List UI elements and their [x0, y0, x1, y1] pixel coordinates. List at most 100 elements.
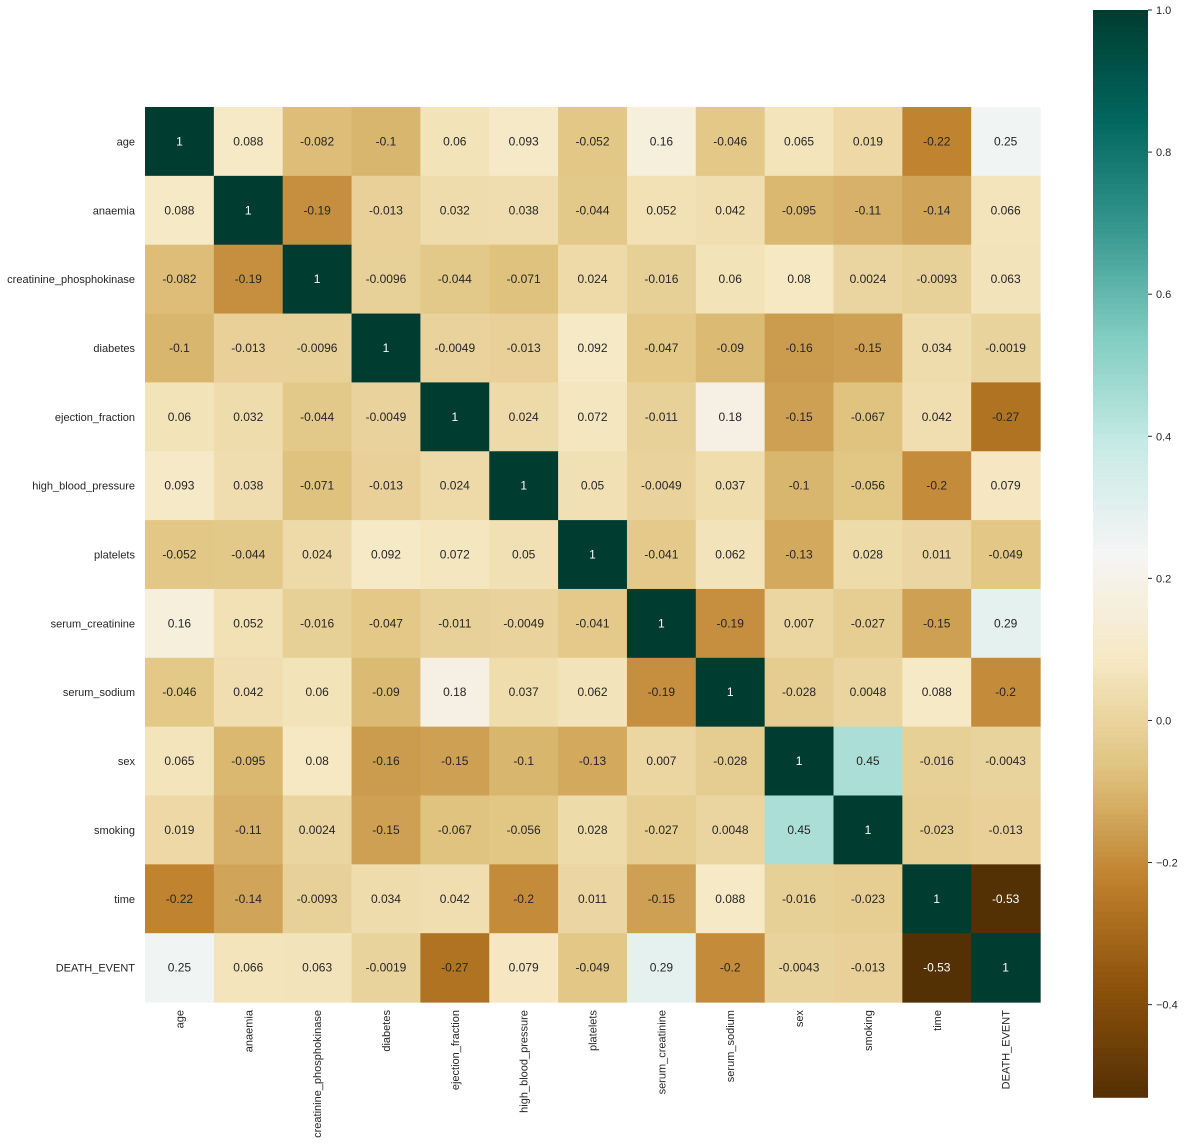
heatmap-cell-smoking-high-blood-pressure: [489, 795, 559, 865]
cell-value-label: -0.016: [782, 892, 816, 906]
colorbar-segment: [1093, 341, 1148, 348]
cell-value-label: 0.052: [233, 616, 263, 630]
colorbar-tick-label: −0.4: [1156, 1000, 1178, 1012]
cell-value-label: 0.25: [168, 961, 192, 975]
colorbar-segment: [1093, 254, 1148, 261]
colorbar: −0.4 −0.2 0.0 0.2 0.4 0.6 0.8 1.0: [1093, 5, 1178, 1098]
heatmap-cell-age-serum-sodium: [695, 107, 766, 177]
cell-value-label: -0.082: [300, 134, 334, 148]
x-tick-label-serum-creatinine: serum_creatinine: [656, 1010, 668, 1094]
heatmap-cell-creatinine-phosphokinase-time: [902, 244, 972, 315]
heatmap-cell-high-blood-pressure-ejection-fraction: [420, 451, 490, 521]
cell-value-label: -0.0049: [641, 479, 682, 493]
cell-value-label: 0.072: [578, 410, 608, 424]
heatmap-cell-serum-sodium-death-event: [971, 657, 1041, 728]
colorbar-segment: [1093, 591, 1148, 598]
cell-value-label: 0.052: [646, 203, 676, 217]
colorbar-segment: [1093, 966, 1148, 973]
cell-value-label: -0.2: [926, 479, 947, 493]
cell-value-label: 0.18: [719, 410, 743, 424]
heatmap-cell-creatinine-phosphokinase-death-event: [971, 244, 1041, 315]
colorbar-segment: [1093, 401, 1148, 408]
cell-value-label: 0.08: [305, 754, 329, 768]
cell-value-label: 0.019: [853, 134, 883, 148]
cell-value-label: -0.067: [438, 823, 472, 837]
heatmap-cell-high-blood-pressure-diabetes: [351, 451, 421, 521]
cell-value-label: 0.032: [233, 410, 263, 424]
colorbar-segment: [1093, 977, 1148, 984]
colorbar-segment: [1093, 760, 1148, 767]
cell-value-label: -0.095: [231, 754, 265, 768]
cell-value-label: 0.037: [509, 685, 539, 699]
colorbar-segment: [1093, 194, 1148, 202]
colorbar-segment: [1093, 482, 1148, 490]
heatmap-cell-high-blood-pressure-serum-creatinine: [626, 451, 697, 521]
heatmap-cell-age-high-blood-pressure: [489, 107, 559, 177]
colorbar-segment: [1093, 64, 1148, 71]
cell-value-label: 1: [727, 685, 734, 699]
cell-value-label: 1: [865, 823, 872, 837]
cell-value-label: -0.067: [851, 410, 885, 424]
cell-value-label: -0.011: [645, 410, 678, 424]
x-tick-label-anaemia: anaemia: [243, 1009, 255, 1052]
cell-value-label: 0.29: [994, 616, 1018, 630]
cell-value-label: 0.011: [922, 548, 951, 562]
colorbar-segment: [1093, 689, 1148, 696]
heatmap-cell-anaemia-diabetes: [351, 175, 421, 246]
heatmap-cell-creatinine-phosphokinase-smoking: [833, 244, 903, 315]
colorbar-segment: [1093, 504, 1148, 511]
cell-value-label: -0.22: [166, 892, 194, 906]
heatmap-cell-age-creatinine-phosphokinase: [282, 107, 353, 177]
colorbar-segment: [1093, 1058, 1148, 1066]
colorbar-segment: [1093, 406, 1148, 413]
colorbar-segment: [1093, 156, 1148, 163]
colorbar-segment: [1093, 537, 1148, 544]
cell-value-label: 0.05: [581, 479, 605, 493]
heatmap-cell-death-event-creatinine-phosphokinase: [282, 933, 353, 1003]
colorbar-segment: [1093, 558, 1148, 566]
colorbar-segment: [1093, 314, 1148, 321]
colorbar-segment: [1093, 145, 1148, 153]
colorbar-tick-label: 0.4: [1156, 431, 1171, 443]
colorbar-segment: [1093, 173, 1148, 180]
colorbar-segment: [1093, 346, 1148, 354]
cell-value-label: 0.024: [302, 548, 332, 562]
x-tick-label-diabetes: diabetes: [381, 1010, 393, 1052]
cell-value-label: -0.0093: [916, 272, 957, 286]
heatmap-cell-serum-creatinine-time: [902, 588, 972, 659]
x-tick-label-time: time: [932, 1010, 944, 1031]
cell-value-label: 0.06: [168, 410, 192, 424]
cell-value-label: -0.14: [923, 203, 951, 217]
heatmap-cell-ejection-fraction-sex: [764, 382, 835, 452]
heatmap-cell-high-blood-pressure-smoking: [833, 451, 903, 521]
cell-value-label: -0.047: [644, 341, 678, 355]
colorbar-segment: [1093, 765, 1148, 772]
colorbar-segment: [1093, 939, 1148, 946]
cell-value-label: 0.038: [509, 203, 539, 217]
heatmap-cell-creatinine-phosphokinase-age: [145, 244, 215, 315]
heatmap-cell-ejection-fraction-creatinine-phosphokinase: [282, 382, 353, 452]
colorbar-segment: [1093, 999, 1148, 1006]
colorbar-segment: [1093, 863, 1148, 870]
colorbar-segment: [1093, 10, 1148, 17]
heatmap-cell-serum-sodium-age: [145, 657, 215, 728]
heatmap-cell-diabetes-ejection-fraction: [420, 313, 490, 383]
cell-value-label: -0.046: [713, 134, 747, 148]
heatmap-cell-serum-creatinine-sex: [764, 588, 835, 659]
heatmap-cell-serum-creatinine-serum-sodium: [695, 588, 766, 659]
colorbar-segment: [1093, 53, 1148, 60]
cell-value-label: -0.049: [576, 961, 610, 975]
colorbar-segment: [1093, 471, 1148, 479]
heatmap-cell-platelets-anaemia: [213, 520, 284, 590]
heatmap-cell-time-creatinine-phosphokinase: [282, 864, 353, 934]
colorbar-segment: [1093, 292, 1148, 299]
colorbar-segment: [1093, 265, 1148, 272]
heatmap-cell-creatinine-phosphokinase-ejection-fraction: [420, 244, 490, 315]
cell-value-label: -0.19: [303, 203, 331, 217]
heatmap-cell-anaemia-sex: [764, 175, 835, 246]
heatmap-cell-smoking-serum-creatinine: [626, 795, 697, 865]
heatmap-cell-death-event-serum-sodium: [695, 933, 766, 1003]
heatmap-cell-anaemia-time: [902, 175, 972, 246]
cell-value-label: 0.079: [991, 479, 1021, 493]
